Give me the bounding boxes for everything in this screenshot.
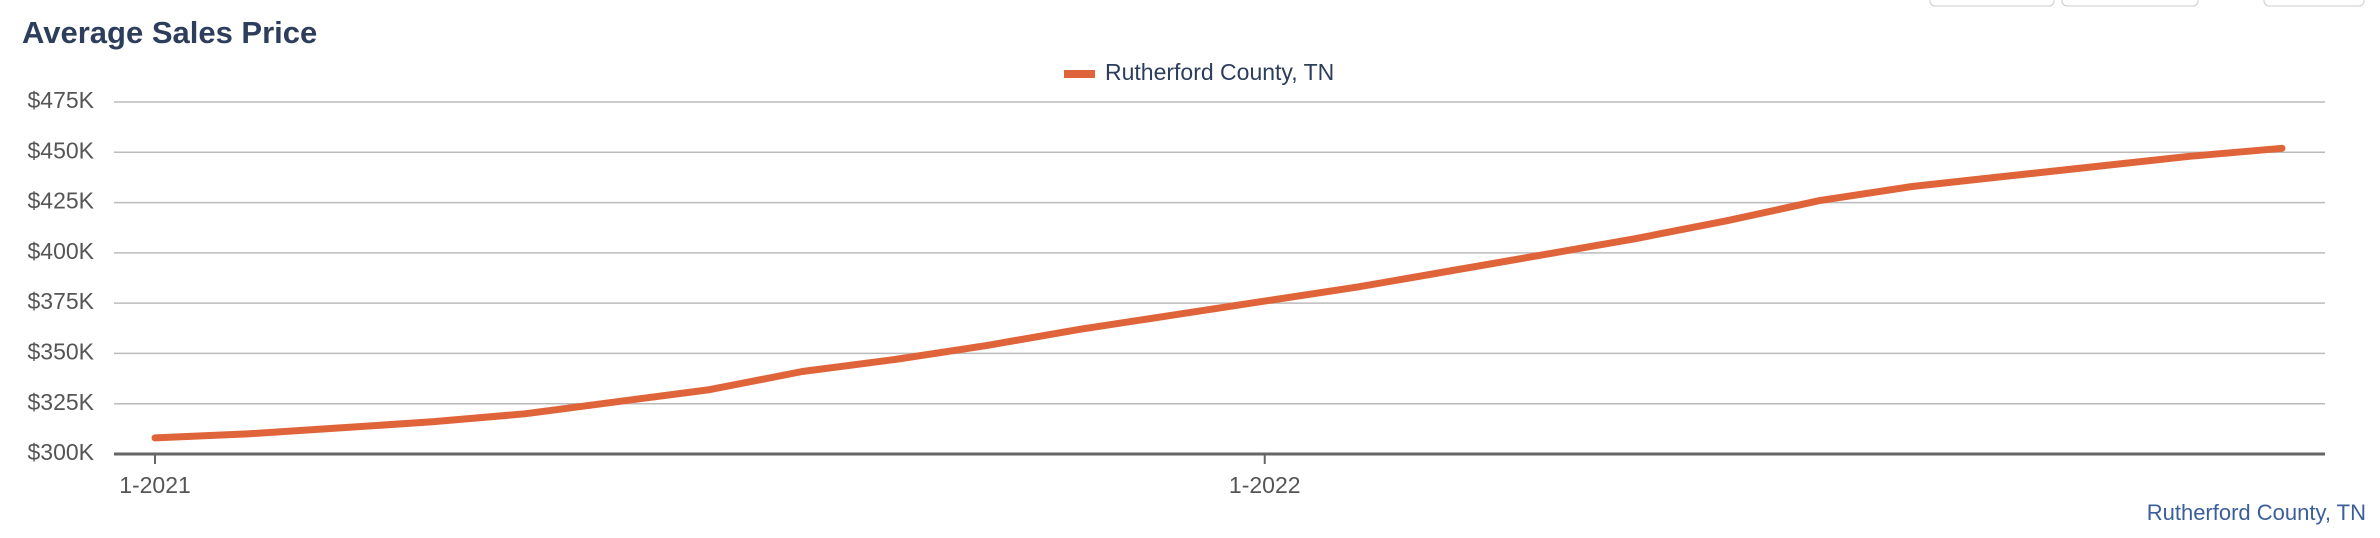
y-tick-label: $475K bbox=[27, 87, 94, 113]
y-tick-label: $325K bbox=[27, 389, 94, 415]
x-tick-label: 1-2021 bbox=[119, 472, 191, 498]
y-tick-label: $350K bbox=[27, 339, 94, 365]
y-tick-label: $450K bbox=[27, 137, 94, 163]
button[interactable] bbox=[2061, 0, 2199, 7]
footer: Rutherford County, TN bbox=[2147, 500, 2366, 525]
legend-label: Rutherford County, TN bbox=[1105, 59, 1334, 85]
button[interactable] bbox=[2263, 0, 2365, 7]
x-tick-label: 1-2022 bbox=[1229, 472, 1301, 498]
y-tick-label: $425K bbox=[27, 188, 94, 214]
button[interactable] bbox=[1929, 0, 2055, 7]
line-series bbox=[151, 144, 2286, 442]
chart-title: Average Sales Price bbox=[22, 15, 317, 50]
y-tick-label: $400K bbox=[27, 238, 94, 264]
y-tick-label: $300K bbox=[27, 439, 94, 465]
y-tick-label: $375K bbox=[27, 288, 94, 314]
